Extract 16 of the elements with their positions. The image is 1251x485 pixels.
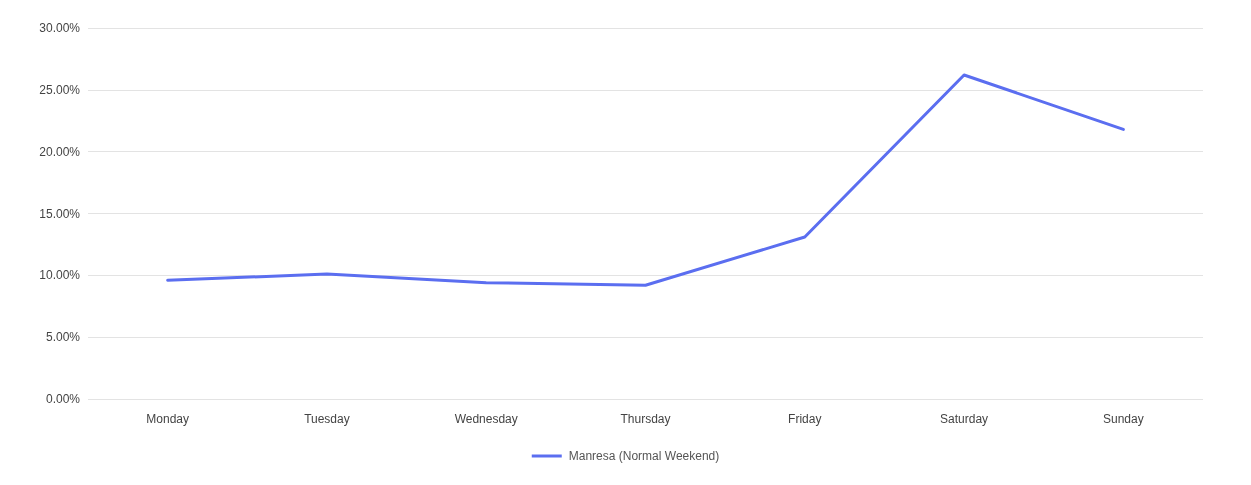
x-tick-label: Wednesday — [454, 412, 518, 426]
x-tick-label: Sunday — [1103, 412, 1144, 426]
y-tick-label: 25.00% — [39, 82, 81, 97]
legend-label: Manresa (Normal Weekend) — [568, 449, 720, 463]
y-tick-label: 0.00% — [45, 392, 81, 406]
y-tick-label: 10.00% — [39, 268, 81, 283]
x-tick-label: Saturday — [940, 412, 989, 426]
x-tick-label: Friday — [788, 412, 822, 426]
line-series — [166, 73, 1125, 287]
x-tick-label: Thursday — [620, 412, 671, 426]
y-tick-label: 5.00% — [45, 330, 81, 345]
x-tick-label: Monday — [146, 412, 189, 426]
y-tick-label: 15.00% — [39, 206, 81, 221]
x-tick-label: Tuesday — [304, 412, 350, 426]
y-tick-label: 30.00% — [39, 21, 81, 35]
y-tick-label: 20.00% — [39, 144, 81, 159]
